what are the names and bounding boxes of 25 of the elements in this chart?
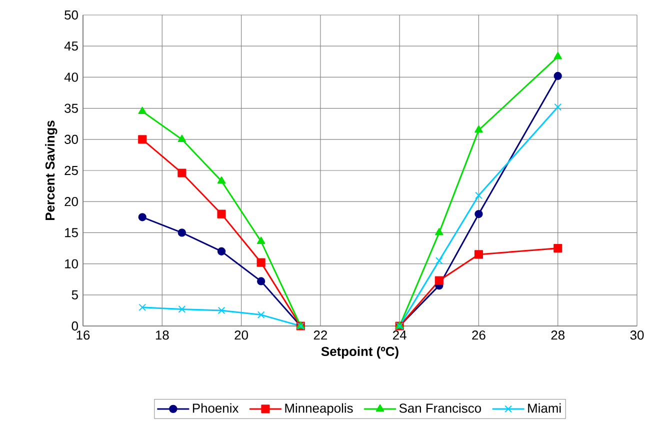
x-tick-label: 18 (156, 330, 169, 340)
legend-label: Phoenix (192, 403, 239, 413)
x-tick-label: 28 (551, 330, 564, 340)
x-tick-label: 26 (472, 330, 486, 340)
x-tick-label: 24 (393, 330, 406, 340)
legend-label: San Francisco (399, 403, 482, 413)
y-tick-label: 10 (65, 259, 78, 268)
y-tick-label: 25 (64, 166, 78, 176)
y-axis-title: Percent Savings (45, 120, 58, 220)
x-tick-label: 30 (630, 330, 644, 340)
legend-label: Minneapolis (285, 403, 353, 416)
y-tick-label: 35 (64, 104, 78, 113)
y-tick-label: 20 (64, 197, 78, 206)
y-tick-label: 40 (64, 72, 78, 82)
legend-label: Miami (528, 403, 561, 413)
x-tick-label: 20 (234, 330, 248, 340)
y-tick-label: 50 (64, 10, 78, 20)
y-tick-label: 45 (64, 42, 78, 51)
y-tick-label: 15 (65, 228, 78, 238)
x-tick-label: 22 (314, 330, 327, 340)
x-tick-label: 16 (76, 330, 90, 340)
y-tick-label: 5 (72, 290, 78, 300)
x-axis-title: Setpoint (ºC) (321, 346, 398, 359)
y-tick-label: 30 (64, 134, 78, 144)
y-tick-label: 0 (72, 321, 78, 331)
